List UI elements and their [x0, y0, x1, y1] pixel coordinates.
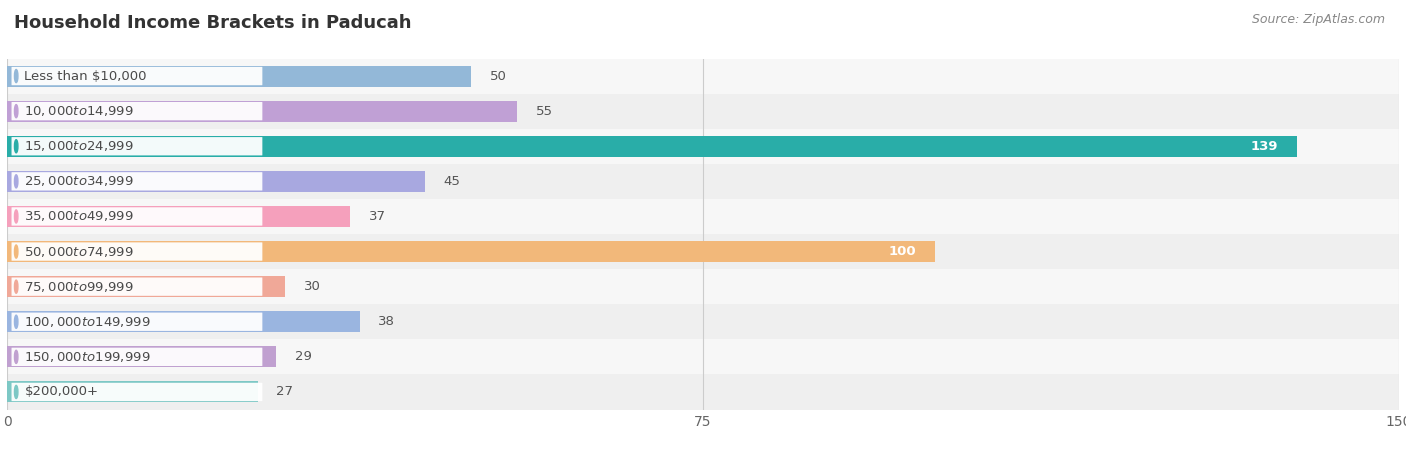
- Circle shape: [14, 315, 18, 328]
- FancyBboxPatch shape: [11, 243, 263, 261]
- Bar: [7, 66, 471, 86]
- FancyBboxPatch shape: [11, 278, 263, 296]
- FancyBboxPatch shape: [11, 102, 263, 120]
- Text: $100,000 to $149,999: $100,000 to $149,999: [24, 315, 150, 329]
- Text: $35,000 to $49,999: $35,000 to $49,999: [24, 209, 134, 224]
- Text: 45: 45: [443, 175, 460, 188]
- Text: Less than $10,000: Less than $10,000: [24, 70, 146, 82]
- Text: $200,000+: $200,000+: [24, 386, 98, 398]
- Text: $50,000 to $74,999: $50,000 to $74,999: [24, 244, 134, 259]
- FancyBboxPatch shape: [7, 374, 1399, 410]
- FancyBboxPatch shape: [7, 269, 1399, 304]
- Circle shape: [14, 104, 18, 118]
- Text: $75,000 to $99,999: $75,000 to $99,999: [24, 279, 134, 294]
- Bar: [7, 346, 276, 367]
- Text: $10,000 to $14,999: $10,000 to $14,999: [24, 104, 134, 118]
- Text: Source: ZipAtlas.com: Source: ZipAtlas.com: [1251, 14, 1385, 27]
- FancyBboxPatch shape: [7, 199, 1399, 234]
- Circle shape: [14, 69, 18, 83]
- Text: 27: 27: [276, 386, 292, 398]
- FancyBboxPatch shape: [11, 383, 263, 401]
- Text: 30: 30: [304, 280, 321, 293]
- FancyBboxPatch shape: [7, 304, 1399, 339]
- Text: Household Income Brackets in Paducah: Household Income Brackets in Paducah: [14, 14, 412, 32]
- FancyBboxPatch shape: [11, 313, 263, 331]
- Circle shape: [14, 385, 18, 399]
- Text: 37: 37: [368, 210, 385, 223]
- Circle shape: [14, 210, 18, 223]
- Bar: [7, 311, 360, 332]
- FancyBboxPatch shape: [7, 234, 1399, 269]
- Bar: [7, 101, 517, 122]
- Text: 55: 55: [536, 105, 553, 117]
- Text: 38: 38: [378, 315, 395, 328]
- Circle shape: [14, 245, 18, 258]
- FancyBboxPatch shape: [11, 348, 263, 366]
- Bar: [7, 382, 257, 402]
- Text: 100: 100: [889, 245, 917, 258]
- FancyBboxPatch shape: [7, 94, 1399, 129]
- FancyBboxPatch shape: [11, 67, 263, 85]
- Text: 139: 139: [1251, 140, 1278, 153]
- Bar: [7, 206, 350, 227]
- Circle shape: [14, 175, 18, 188]
- Bar: [7, 171, 425, 192]
- Text: $15,000 to $24,999: $15,000 to $24,999: [24, 139, 134, 153]
- Text: 50: 50: [489, 70, 506, 82]
- Circle shape: [14, 350, 18, 364]
- FancyBboxPatch shape: [11, 137, 263, 155]
- FancyBboxPatch shape: [7, 164, 1399, 199]
- Text: 29: 29: [295, 351, 312, 363]
- FancyBboxPatch shape: [7, 129, 1399, 164]
- FancyBboxPatch shape: [11, 207, 263, 225]
- Bar: [7, 136, 1296, 157]
- Text: $25,000 to $34,999: $25,000 to $34,999: [24, 174, 134, 189]
- Circle shape: [14, 140, 18, 153]
- Text: $150,000 to $199,999: $150,000 to $199,999: [24, 350, 150, 364]
- Bar: [7, 276, 285, 297]
- FancyBboxPatch shape: [7, 58, 1399, 94]
- FancyBboxPatch shape: [11, 172, 263, 190]
- Bar: [7, 241, 935, 262]
- FancyBboxPatch shape: [7, 339, 1399, 374]
- Circle shape: [14, 280, 18, 293]
